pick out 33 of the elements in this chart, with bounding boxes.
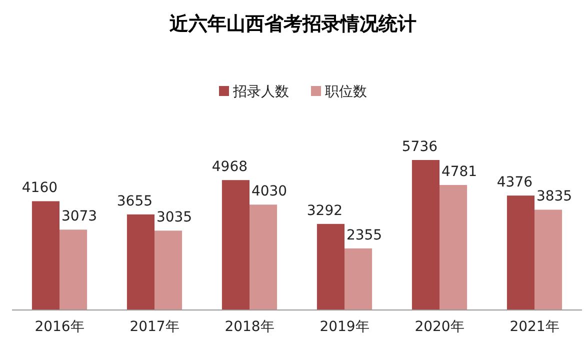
bar <box>222 180 250 310</box>
bar <box>250 204 278 310</box>
bar <box>534 210 562 310</box>
data-label: 4781 <box>441 164 478 180</box>
bar <box>316 224 344 310</box>
bar <box>506 196 534 310</box>
bar <box>344 248 372 310</box>
data-label: 4376 <box>496 174 533 191</box>
x-tick-label: 2016年 <box>34 319 84 336</box>
data-label: 3035 <box>156 210 192 226</box>
x-tick-label: 2017年 <box>130 319 180 336</box>
data-label: 3835 <box>536 188 572 205</box>
legend-label: 招录人数 <box>232 84 289 100</box>
x-tick-label: 2018年 <box>224 319 274 336</box>
chart-title: 近六年山西省考招录情况统计 <box>168 13 416 35</box>
bar <box>126 214 154 310</box>
x-tick-label: 2019年 <box>320 319 370 336</box>
data-label: 2355 <box>346 227 382 244</box>
bar <box>440 184 468 310</box>
bar <box>32 201 60 310</box>
x-tick-label: 2020年 <box>414 319 464 336</box>
data-label: 4160 <box>22 180 58 196</box>
legend-label: 职位数 <box>325 84 367 100</box>
x-tick-label: 2021年 <box>510 319 560 336</box>
bar <box>412 160 440 310</box>
data-label: 3073 <box>61 208 98 225</box>
data-label: 4030 <box>251 184 288 200</box>
data-label: 3292 <box>306 202 343 219</box>
bar <box>60 230 88 310</box>
data-label: 3655 <box>116 193 153 210</box>
data-label: 4968 <box>212 159 248 176</box>
data-label: 5736 <box>402 139 438 155</box>
bar <box>154 230 182 310</box>
